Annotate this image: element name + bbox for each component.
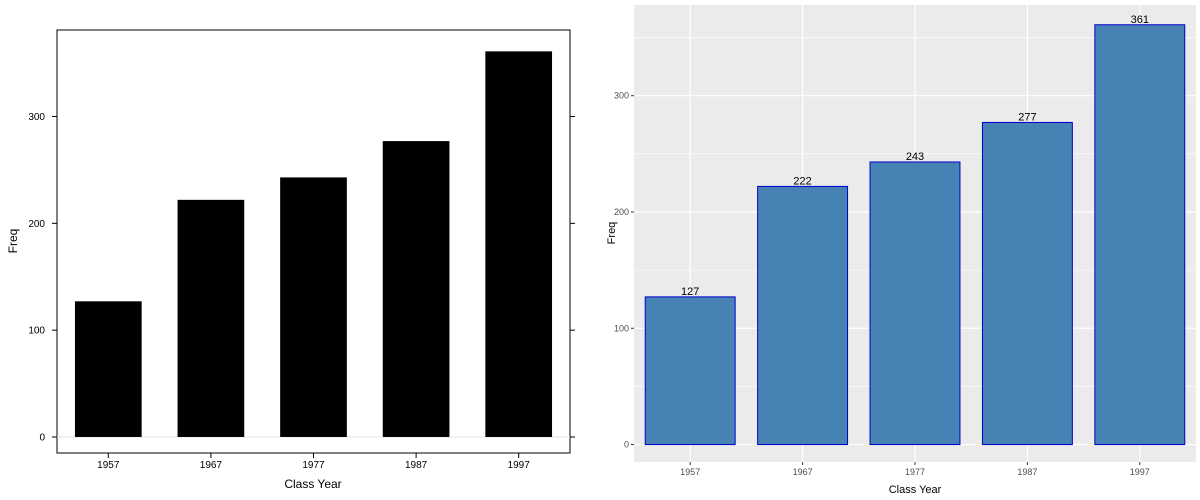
right-x-tick-label: 1967 xyxy=(793,467,813,477)
left-bar-1997 xyxy=(485,51,553,437)
right-bar-1997 xyxy=(1094,24,1186,446)
right-data-label: 222 xyxy=(793,175,811,187)
right-y-tick-label: 200 xyxy=(614,207,629,217)
right-x-tick-label: 1977 xyxy=(905,467,925,477)
right-bar-1957 xyxy=(644,296,736,446)
right-data-label: 361 xyxy=(1131,14,1149,26)
left-y-ticks: 0 100 200 300 xyxy=(28,112,575,443)
left-x-axis-title: Class Year xyxy=(284,477,341,491)
left-bar-1967 xyxy=(177,199,245,437)
left-y-tick-label: 300 xyxy=(28,112,45,123)
right-x-tick-label: 1997 xyxy=(1130,467,1150,477)
left-bars xyxy=(74,51,553,437)
left-x-tick-label: 1997 xyxy=(508,460,531,471)
right-x-tick-label: 1957 xyxy=(680,467,700,477)
left-y-axis-title: Freq xyxy=(6,229,20,254)
right-bar-1967 xyxy=(757,185,849,446)
right-y-axis-title: Freq xyxy=(606,222,618,245)
right-x-ticks: 1957 1967 1977 1987 1997 xyxy=(680,462,1150,477)
right-x-tick-label: 1987 xyxy=(1017,467,1037,477)
left-x-tick-label: 1967 xyxy=(200,460,223,471)
right-y-ticks: 0 100 200 300 xyxy=(614,91,634,450)
right-x-axis-title: Class Year xyxy=(889,484,942,496)
left-y-tick-label: 0 xyxy=(39,432,45,443)
right-bar-1987 xyxy=(981,121,1073,446)
left-x-tick-label: 1987 xyxy=(405,460,428,471)
right-bars xyxy=(644,24,1186,446)
left-bar-1977 xyxy=(280,177,347,437)
left-x-tick-label: 1957 xyxy=(97,460,120,471)
left-y-tick-label: 100 xyxy=(28,326,45,337)
left-bar-chart: 0 100 200 300 1957 1967 1977 1987 1997 Class Ye… xyxy=(6,29,575,491)
right-y-tick-label: 0 xyxy=(624,440,629,450)
left-x-tick-label: 1977 xyxy=(302,460,325,471)
right-y-tick-label: 300 xyxy=(614,91,629,101)
right-data-label: 277 xyxy=(1018,111,1036,123)
right-bar-1977 xyxy=(869,161,961,446)
right-data-label: 127 xyxy=(681,286,699,298)
left-bar-1987 xyxy=(382,141,450,437)
left-bar-1957 xyxy=(74,301,142,437)
right-y-tick-label: 100 xyxy=(614,323,629,333)
left-y-tick-label: 200 xyxy=(28,219,45,230)
right-data-labels: 127 222 243 277 361 xyxy=(681,14,1149,298)
left-x-ticks: 1957 1967 1977 1987 1997 xyxy=(97,453,530,471)
right-data-label: 243 xyxy=(906,151,924,163)
